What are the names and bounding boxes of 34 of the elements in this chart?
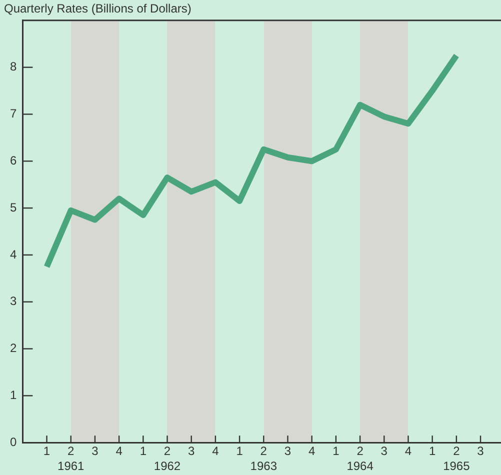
x-tick-label: 3 bbox=[188, 444, 196, 458]
y-tick-label: 1 bbox=[10, 388, 17, 402]
y-tick-label: 2 bbox=[10, 341, 17, 356]
y-tick-label: 5 bbox=[10, 200, 17, 214]
x-tick-label: 4 bbox=[404, 444, 412, 458]
x-tick-label: 2 bbox=[453, 444, 460, 458]
x-tick-label: 1 bbox=[332, 444, 340, 458]
x-tick-label: 3 bbox=[477, 444, 484, 458]
x-tick-label: 4 bbox=[308, 444, 316, 458]
chart-title: Quarterly Rates (Billions of Dollars) bbox=[4, 2, 192, 16]
y-tick-label: 6 bbox=[10, 153, 17, 168]
x-tick-label: 4 bbox=[116, 444, 123, 458]
x-tick-label: 1 bbox=[428, 444, 436, 458]
y-tick-label: 3 bbox=[10, 294, 17, 308]
x-tick-label: 1 bbox=[236, 444, 244, 458]
x-tick-label: 3 bbox=[92, 444, 99, 458]
x-tick-label: 2 bbox=[356, 444, 364, 458]
y-tick-label: 0 bbox=[10, 434, 17, 449]
text: 1961 bbox=[58, 458, 85, 473]
text: 1962 bbox=[154, 458, 181, 473]
x-tick-label: 2 bbox=[68, 444, 75, 458]
y-tick-label: 7 bbox=[10, 106, 17, 121]
x-tick-label: 1 bbox=[140, 444, 147, 458]
text: 1963 bbox=[250, 458, 278, 473]
y-tick-label: 4 bbox=[10, 247, 17, 262]
x-tick-label: 2 bbox=[164, 444, 171, 458]
x-tick-label: 3 bbox=[284, 444, 292, 458]
x-tick-label: 4 bbox=[212, 444, 220, 458]
y-tick-label: 8 bbox=[10, 60, 17, 74]
text: 1965 bbox=[443, 458, 470, 473]
x-tick-label: 2 bbox=[260, 444, 268, 458]
text: 1964 bbox=[346, 458, 374, 473]
x-tick-label: 1 bbox=[43, 444, 50, 458]
x-tick-label: 3 bbox=[380, 444, 388, 458]
